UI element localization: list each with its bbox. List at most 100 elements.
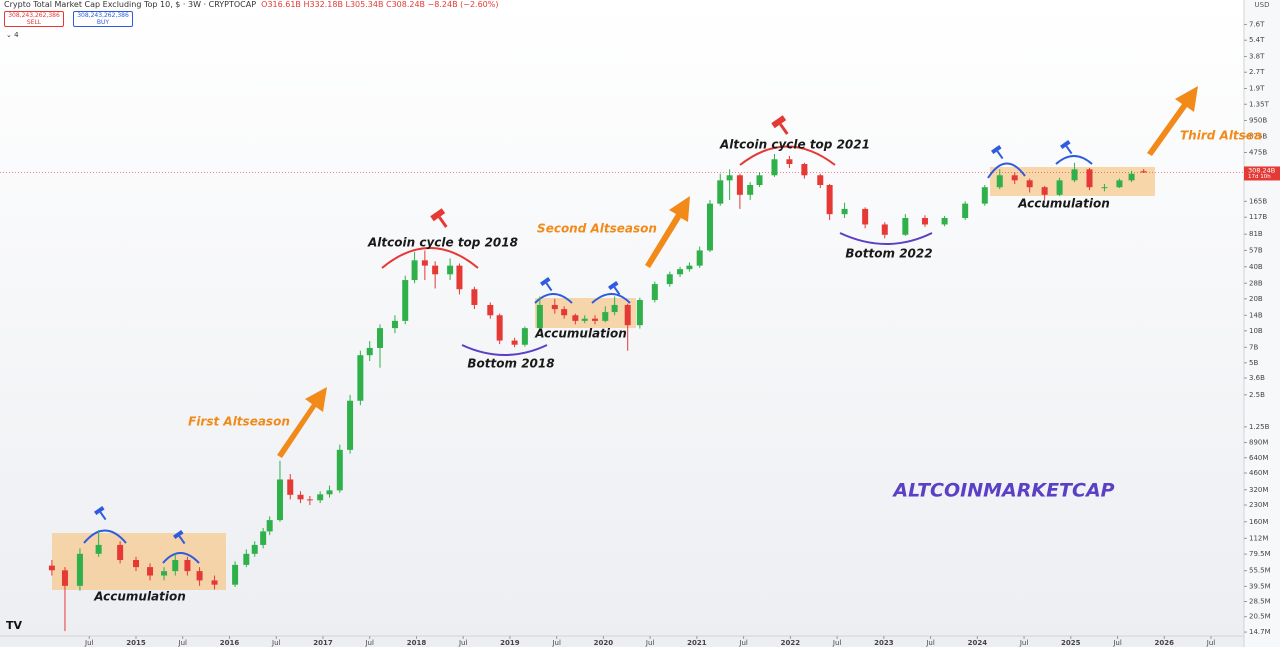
y-tick-label: 81B — [1249, 230, 1263, 238]
candle-body — [184, 559, 191, 572]
candle-body — [881, 224, 888, 235]
indicator-toggle[interactable]: ⌄ 4 — [6, 31, 19, 39]
annotation: Altcoin cycle top 2018 — [367, 236, 518, 250]
candle-body — [61, 570, 68, 586]
candle-body — [1011, 175, 1018, 181]
sell-label: SELL — [26, 19, 42, 26]
candle-body — [677, 269, 684, 275]
top-arc — [739, 145, 836, 166]
y-tick-label: 1.9T — [1249, 84, 1265, 92]
candle-body — [801, 164, 808, 176]
candle-body — [133, 559, 140, 568]
y-tick-label: 460M — [1249, 469, 1268, 477]
y-tick-label: 112M — [1249, 534, 1268, 542]
candle-body — [487, 304, 494, 316]
annotation: Altcoin cycle top 2021 — [719, 138, 870, 152]
candle-body — [902, 218, 909, 235]
buy-button[interactable]: 308,243,262,386 BUY — [73, 11, 133, 27]
candle-body — [243, 553, 250, 565]
bottom-arc — [461, 344, 548, 356]
buy-label: BUY — [96, 19, 110, 26]
candle-body — [276, 479, 283, 521]
x-tick-label: Jul — [271, 639, 281, 647]
y-tick-label: 890M — [1249, 439, 1268, 447]
candle-body — [447, 265, 454, 275]
candle-body — [696, 250, 703, 266]
x-tick-label: 2017 — [313, 639, 333, 647]
x-tick-label: Jul — [178, 639, 188, 647]
y-tick-label: 14B — [1249, 311, 1263, 319]
candle-body — [1140, 171, 1147, 173]
candle-body — [347, 400, 354, 450]
x-tick-label: Jul — [832, 639, 842, 647]
y-tick-label: 2.7T — [1249, 68, 1265, 76]
candle-body — [941, 218, 948, 225]
currency-label: USD — [1255, 1, 1270, 9]
y-tick-label: 3.8T — [1249, 52, 1265, 60]
candle-body — [147, 567, 154, 576]
candle-body — [260, 531, 267, 545]
x-tick-label: Jul — [551, 639, 561, 647]
candle-body — [756, 175, 763, 185]
candle-body — [287, 479, 294, 495]
last-price-label: 308.24B — [1248, 166, 1275, 174]
candle-body — [76, 553, 83, 586]
candle-body — [771, 159, 778, 176]
candle-body — [432, 265, 439, 275]
candle-body — [1041, 187, 1048, 195]
candle-body — [266, 520, 273, 532]
bottom-arc — [839, 232, 933, 245]
candle-body — [1056, 180, 1063, 195]
x-tick-label: Jul — [925, 639, 935, 647]
y-tick-label: 1.35T — [1249, 100, 1270, 108]
candle-body — [536, 304, 543, 329]
y-tick-label: 475B — [1249, 148, 1267, 156]
logo: TV — [6, 619, 23, 632]
accumulation-zone — [535, 298, 636, 328]
y-tick-label: 320M — [1249, 486, 1268, 494]
y-tick-label: 230M — [1249, 501, 1268, 509]
watermark: ALTCOINMARKETCAP — [891, 480, 1114, 502]
x-tick-label: Jul — [1206, 639, 1216, 647]
candle-body — [581, 318, 588, 321]
candle-body — [551, 304, 558, 310]
candle-body — [841, 208, 848, 215]
y-tick-label: 165B — [1249, 197, 1267, 205]
y-tick-label: 28.5M — [1249, 597, 1271, 605]
candle-body — [636, 299, 643, 326]
y-tick-label: 10B — [1249, 327, 1263, 335]
y-tick-label: 55.5M — [1249, 567, 1271, 575]
candle-body — [561, 309, 568, 316]
countdown: 17d 10h — [1248, 174, 1271, 180]
candle-body — [1086, 169, 1093, 188]
arrows — [277, 86, 1198, 458]
candle-body — [336, 449, 343, 491]
candle-body — [306, 499, 313, 501]
candle-body — [511, 340, 518, 345]
y-tick-label: 950B — [1249, 116, 1267, 124]
y-tick-label: 2.5B — [1249, 391, 1265, 399]
candle-body — [297, 494, 304, 500]
candle-body — [747, 184, 754, 195]
y-tick-label: 14.7M — [1249, 628, 1271, 636]
y-tick-label: 40B — [1249, 263, 1263, 271]
candle-body — [251, 544, 258, 554]
y-tick-label: 20.5M — [1249, 613, 1271, 621]
y-tick-label: 57B — [1249, 246, 1263, 254]
candle-body — [862, 208, 869, 225]
candle-body — [817, 175, 824, 185]
candle-body — [196, 571, 203, 581]
y-tick-label: 39.5M — [1249, 582, 1271, 590]
sell-button[interactable]: 308,243,262,386 SELL — [4, 11, 64, 27]
y-tick-label: 160M — [1249, 518, 1268, 526]
candle-body — [717, 180, 724, 204]
candle-body — [521, 328, 528, 345]
x-tick-label: 2019 — [500, 639, 520, 647]
x-tick-label: 2026 — [1155, 639, 1175, 647]
annotation: Accumulation — [93, 590, 186, 604]
y-tick-label: 3.6B — [1249, 374, 1265, 382]
last-price-tag — [1244, 166, 1280, 181]
candle-body — [611, 304, 618, 313]
candle-body — [366, 347, 373, 356]
